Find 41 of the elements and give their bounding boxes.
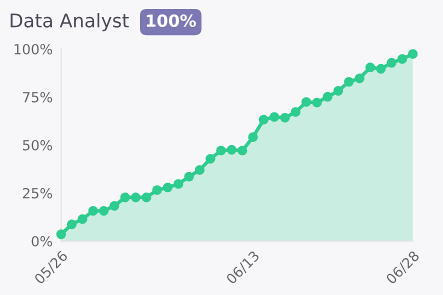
point bbox=[258, 114, 269, 125]
point bbox=[162, 182, 173, 192]
point bbox=[216, 146, 226, 156]
point bbox=[226, 144, 237, 155]
y-tick-label: 50% bbox=[23, 140, 52, 150]
point bbox=[66, 219, 77, 230]
point bbox=[386, 58, 396, 68]
point bbox=[344, 76, 354, 87]
point bbox=[376, 64, 386, 74]
point bbox=[56, 229, 66, 240]
point bbox=[322, 92, 332, 102]
chart-title: Data Analyst bbox=[10, 13, 129, 32]
point bbox=[269, 112, 280, 122]
point bbox=[88, 206, 98, 216]
y-tick-label: 25% bbox=[22, 188, 52, 198]
point bbox=[152, 185, 162, 195]
point bbox=[301, 97, 312, 107]
point bbox=[408, 49, 418, 59]
point bbox=[120, 192, 130, 202]
point bbox=[174, 179, 184, 189]
point bbox=[365, 62, 376, 72]
y-tick-label: 100% bbox=[14, 44, 52, 54]
point bbox=[130, 192, 141, 202]
point bbox=[237, 146, 248, 156]
point bbox=[333, 86, 344, 96]
point bbox=[184, 172, 194, 182]
point bbox=[110, 201, 120, 211]
point bbox=[397, 54, 408, 64]
point bbox=[205, 154, 216, 164]
point bbox=[78, 214, 88, 224]
y-tick-label: 0% bbox=[32, 236, 52, 246]
y-tick-label: 75% bbox=[23, 92, 52, 102]
point bbox=[280, 112, 290, 123]
chart-subtitle: 100% bbox=[146, 14, 196, 27]
point bbox=[312, 98, 322, 108]
point bbox=[98, 206, 109, 216]
point bbox=[290, 107, 300, 117]
point bbox=[142, 192, 152, 202]
point bbox=[354, 73, 364, 84]
point bbox=[194, 165, 205, 175]
point bbox=[248, 132, 258, 142]
